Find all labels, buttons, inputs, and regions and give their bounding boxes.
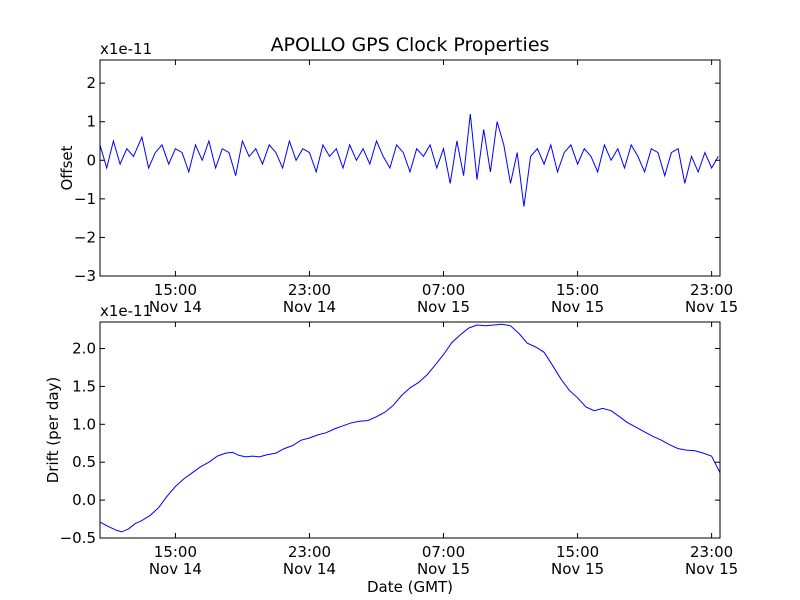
drift-plot-ytick-label: 1.5: [72, 377, 96, 395]
drift-plot: x1e-11 Drift (per day) Date (GMT) −0.5 0.…: [44, 302, 738, 596]
drift-plot-ytick-label: 2.0: [72, 340, 96, 358]
drift-plot-frame: [99, 321, 721, 539]
drift-plot-ylabel: Drift (per day): [44, 377, 62, 484]
chart-title: APOLLO GPS Clock Properties: [271, 34, 550, 56]
offset-plot-xtick-label-time: 15:00: [556, 281, 599, 299]
offset-plot-frame: [99, 59, 721, 277]
offset-plot-xtick-label-time: 07:00: [422, 281, 465, 299]
drift-plot-xtick-label-date: Nov 14: [283, 560, 336, 578]
drift-plot-xtick-label-time: 15:00: [154, 543, 197, 561]
drift-plot-xtick-label-date: Nov 15: [417, 560, 470, 578]
offset-plot-xtick-label-date: Nov 15: [551, 298, 604, 316]
offset-plot-ytick-label: 2: [86, 74, 96, 92]
drift-plot-ytick-label: 1.0: [72, 415, 96, 433]
offset-plot-xtick-label-time: 23:00: [690, 281, 733, 299]
offset-plot-xtick-label-date: Nov 14: [149, 298, 202, 316]
offset-plot-xtick-label-date: Nov 15: [685, 298, 738, 316]
offset-plot-xtick-label-time: 23:00: [288, 281, 331, 299]
offset-plot-xtick-label-time: 15:00: [154, 281, 197, 299]
drift-plot-xtick-label-time: 07:00: [422, 543, 465, 561]
offset-plot-ytick-label: 0: [86, 151, 96, 169]
offset-plot-xtick-label-date: Nov 14: [283, 298, 336, 316]
drift-plot-ytick-label: −0.5: [60, 529, 96, 547]
offset-plot-ytick-label: −3: [74, 267, 96, 285]
offset-plot-ytick-label: −2: [74, 228, 96, 246]
offset-plot-ytick-label: −1: [74, 190, 96, 208]
drift-plot-xtick-label-time: 15:00: [556, 543, 599, 561]
drift-plot-xtick-label-date: Nov 14: [149, 560, 202, 578]
drift-plot-xtick-label-date: Nov 15: [551, 560, 604, 578]
offset-plot-multiplier: x1e-11: [100, 40, 152, 58]
drift-plot-xlabel: Date (GMT): [367, 578, 453, 596]
offset-plot-ytick-label: 1: [86, 113, 96, 131]
drift-plot-xtick-label-time: 23:00: [690, 543, 733, 561]
drift-plot-ytick-label: 0.0: [72, 491, 96, 509]
offset-plot-ylabel: Offset: [58, 145, 76, 190]
offset-plot-xtick-label-date: Nov 15: [417, 298, 470, 316]
drift-plot-ytick-label: 0.5: [72, 453, 96, 471]
drift-plot-xtick-label-date: Nov 15: [685, 560, 738, 578]
drift-plot-xtick-label-time: 23:00: [288, 543, 331, 561]
drift-plot-multiplier: x1e-11: [100, 302, 152, 320]
